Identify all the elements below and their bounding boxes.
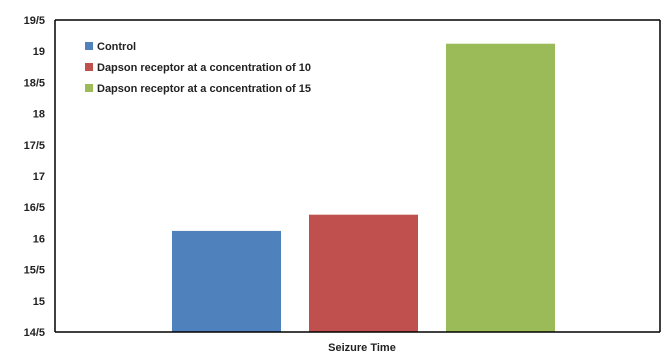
- legend-swatch: [85, 42, 93, 50]
- y-tick-label: 17/5: [24, 140, 45, 152]
- legend: Control Dapson receptor at a concentratio…: [85, 41, 311, 95]
- y-tick-label: 15: [33, 296, 45, 308]
- legend-label: Dapson receptor at a concentration of 15: [97, 83, 311, 95]
- y-tick-label: 19: [33, 46, 45, 58]
- legend-swatch: [85, 84, 93, 92]
- y-tick-label: 16/5: [24, 202, 45, 214]
- y-axis-ticks: 14/5 15 15/5 16 16/5 17 17/5 18 18/5 19 19/5: [24, 15, 45, 339]
- y-tick-label: 19/5: [24, 15, 45, 27]
- y-tick-label: 17: [33, 171, 45, 183]
- legend-label: Dapson receptor at a concentration of 10: [97, 62, 311, 74]
- bar-series-2: [309, 214, 418, 332]
- y-tick-label: 14/5: [24, 327, 45, 339]
- y-tick-label: 16: [33, 233, 45, 245]
- bar-series-3: [446, 43, 555, 332]
- y-tick-label: 18: [33, 109, 45, 121]
- x-axis-title: Seizure Time: [328, 342, 396, 354]
- bar-series-1: [172, 230, 281, 332]
- y-tick-label: 18/5: [24, 77, 45, 89]
- bars: [172, 43, 555, 332]
- y-tick-label: 15/5: [24, 265, 45, 277]
- legend-label: Control: [97, 41, 136, 53]
- legend-swatch: [85, 63, 93, 71]
